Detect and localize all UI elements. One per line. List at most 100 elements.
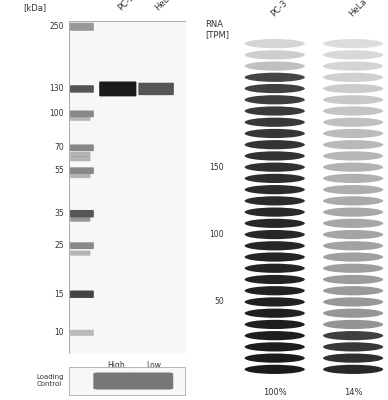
Ellipse shape	[244, 354, 305, 363]
Ellipse shape	[323, 118, 383, 127]
Ellipse shape	[323, 174, 383, 183]
Ellipse shape	[244, 320, 305, 329]
Text: 15: 15	[54, 290, 64, 299]
Ellipse shape	[323, 208, 383, 217]
Ellipse shape	[323, 297, 383, 306]
Ellipse shape	[244, 106, 305, 116]
FancyBboxPatch shape	[70, 85, 94, 93]
Ellipse shape	[323, 39, 383, 48]
Ellipse shape	[323, 331, 383, 340]
Ellipse shape	[244, 50, 305, 60]
Ellipse shape	[323, 365, 383, 374]
Ellipse shape	[244, 39, 305, 48]
Text: [kDa]: [kDa]	[23, 4, 47, 13]
Ellipse shape	[323, 140, 383, 149]
Ellipse shape	[244, 174, 305, 183]
FancyBboxPatch shape	[70, 330, 94, 336]
Ellipse shape	[323, 84, 383, 93]
Ellipse shape	[323, 264, 383, 273]
Text: 14%: 14%	[344, 388, 362, 397]
Ellipse shape	[323, 275, 383, 284]
Ellipse shape	[244, 297, 305, 306]
Text: HeLa: HeLa	[154, 0, 175, 13]
Text: 100: 100	[50, 109, 64, 118]
Text: 250: 250	[50, 22, 64, 31]
FancyBboxPatch shape	[70, 144, 94, 151]
Ellipse shape	[244, 264, 305, 273]
FancyBboxPatch shape	[70, 167, 94, 174]
Ellipse shape	[323, 185, 383, 194]
FancyBboxPatch shape	[70, 110, 94, 117]
Text: 50: 50	[214, 298, 223, 306]
FancyBboxPatch shape	[131, 372, 173, 390]
Ellipse shape	[244, 95, 305, 104]
FancyBboxPatch shape	[69, 367, 185, 395]
FancyBboxPatch shape	[70, 210, 94, 218]
Ellipse shape	[244, 129, 305, 138]
FancyBboxPatch shape	[70, 290, 94, 298]
Ellipse shape	[244, 331, 305, 340]
FancyBboxPatch shape	[70, 250, 90, 256]
Text: 25: 25	[54, 241, 64, 250]
Ellipse shape	[323, 342, 383, 352]
Ellipse shape	[323, 129, 383, 138]
Ellipse shape	[244, 219, 305, 228]
Ellipse shape	[244, 342, 305, 352]
Text: HeLa: HeLa	[348, 0, 369, 18]
Ellipse shape	[244, 196, 305, 206]
Ellipse shape	[244, 73, 305, 82]
FancyBboxPatch shape	[70, 116, 90, 121]
Ellipse shape	[323, 219, 383, 228]
Text: 35: 35	[54, 209, 64, 218]
Ellipse shape	[323, 106, 383, 116]
Ellipse shape	[323, 151, 383, 160]
Ellipse shape	[244, 151, 305, 160]
Text: RNA
[TPM]: RNA [TPM]	[205, 20, 229, 39]
Text: 10: 10	[54, 328, 64, 337]
Ellipse shape	[244, 308, 305, 318]
FancyBboxPatch shape	[70, 156, 90, 161]
Ellipse shape	[323, 320, 383, 329]
Ellipse shape	[244, 286, 305, 295]
FancyBboxPatch shape	[99, 82, 136, 96]
Text: 100: 100	[209, 230, 223, 239]
Ellipse shape	[323, 62, 383, 71]
Ellipse shape	[323, 73, 383, 82]
Text: PC-3: PC-3	[116, 0, 136, 13]
Ellipse shape	[323, 196, 383, 206]
FancyBboxPatch shape	[70, 173, 90, 178]
Ellipse shape	[244, 185, 305, 194]
Ellipse shape	[244, 230, 305, 239]
Ellipse shape	[323, 354, 383, 363]
Ellipse shape	[323, 230, 383, 239]
FancyBboxPatch shape	[139, 83, 174, 95]
Ellipse shape	[244, 252, 305, 262]
Ellipse shape	[244, 275, 305, 284]
Ellipse shape	[244, 62, 305, 71]
Ellipse shape	[244, 162, 305, 172]
Ellipse shape	[323, 252, 383, 262]
Ellipse shape	[244, 84, 305, 93]
Ellipse shape	[244, 140, 305, 149]
Ellipse shape	[244, 208, 305, 217]
FancyBboxPatch shape	[70, 152, 90, 157]
Text: High: High	[107, 361, 125, 370]
Ellipse shape	[244, 365, 305, 374]
Text: Low: Low	[146, 361, 161, 370]
Text: 70: 70	[54, 143, 64, 152]
Ellipse shape	[244, 118, 305, 127]
Ellipse shape	[323, 308, 383, 318]
FancyBboxPatch shape	[70, 216, 90, 222]
Ellipse shape	[323, 162, 383, 172]
Ellipse shape	[323, 286, 383, 295]
Text: 150: 150	[209, 163, 223, 172]
Text: 130: 130	[50, 84, 64, 94]
FancyBboxPatch shape	[70, 242, 94, 249]
FancyBboxPatch shape	[70, 23, 94, 31]
Text: PC-3: PC-3	[269, 0, 289, 18]
Text: Loading
Control: Loading Control	[36, 374, 64, 388]
FancyBboxPatch shape	[69, 21, 186, 354]
Ellipse shape	[323, 95, 383, 104]
Ellipse shape	[323, 241, 383, 250]
Ellipse shape	[244, 241, 305, 250]
